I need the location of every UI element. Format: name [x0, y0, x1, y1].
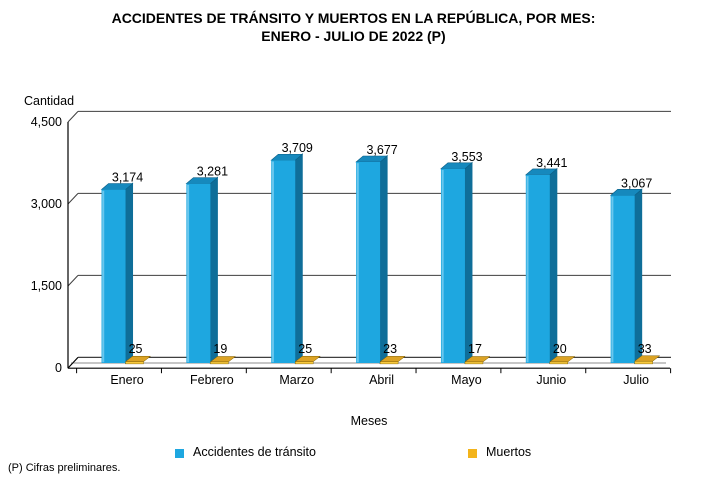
- value-label-accidentes-febrero: 3,281: [197, 165, 228, 179]
- bar-accidentes-side-enero: [125, 182, 134, 365]
- bar-muertos-abril: [379, 361, 399, 365]
- y-tick-label-0: 0: [55, 361, 62, 375]
- value-label-muertos-febrero: 19: [213, 342, 227, 356]
- bar-accidentes-side-mayo: [464, 161, 473, 365]
- x-tick-label-enero: Enero: [110, 373, 143, 387]
- value-label-muertos-enero: 25: [129, 342, 143, 356]
- y-tick-label-1500: 1,500: [31, 279, 62, 293]
- x-tick-label-julio: Julio: [623, 373, 649, 387]
- y-axis-title: Cantidad: [24, 94, 75, 108]
- chart-title-line2: ENERO - JULIO DE 2022 (P): [261, 28, 446, 44]
- x-axis-title: Meses: [350, 414, 388, 428]
- bar-accidentes-highlight-mayo: [441, 169, 444, 363]
- bar-accidentes-side-abril: [379, 154, 388, 365]
- bar-muertos-marzo: [295, 361, 314, 365]
- bar-accidentes-mayo: [440, 168, 465, 363]
- bar-accidentes-side-febrero: [209, 176, 218, 365]
- x-tick-label-abril: Abril: [369, 373, 394, 387]
- bar-accidentes-enero: [101, 189, 126, 363]
- y-tick-label-3000: 3,000: [31, 197, 62, 211]
- value-label-muertos-marzo: 25: [298, 342, 312, 356]
- bar-accidentes-abril: [356, 161, 381, 363]
- value-label-muertos-abril: 23: [383, 342, 397, 356]
- bar-accidentes-febrero: [186, 183, 211, 363]
- chart-title-line1: ACCIDENTES DE TRÁNSITO Y MUERTOS EN LA R…: [111, 10, 596, 26]
- gridline-connector-1500: [67, 275, 79, 287]
- gridline-connector-3000: [67, 193, 79, 205]
- y-tick-label-4500: 4,500: [31, 115, 62, 129]
- x-tick-label-mayo: Mayo: [451, 373, 482, 387]
- bar-accidentes-highlight-abril: [356, 163, 359, 363]
- bar-accidentes-highlight-marzo: [271, 161, 274, 363]
- gridline-connector-4500: [67, 111, 79, 123]
- value-label-muertos-mayo: 17: [468, 342, 482, 356]
- legend-swatch-accidentes: [175, 449, 184, 458]
- bar-accidentes-highlight-enero: [102, 190, 105, 363]
- bar-muertos-junio: [549, 361, 569, 365]
- value-label-accidentes-julio: 3,067: [621, 176, 652, 190]
- bar-muertos-enero: [125, 361, 144, 365]
- bar-accidentes-marzo: [271, 160, 296, 363]
- bar-accidentes-highlight-julio: [611, 196, 614, 363]
- bar-accidentes-julio: [610, 195, 635, 363]
- x-tick-label-marzo: Marzo: [279, 373, 314, 387]
- legend-label-accidentes: Accidentes de tránsito: [193, 445, 316, 459]
- bar-accidentes-side-marzo: [294, 153, 303, 365]
- value-label-muertos-julio: 33: [638, 342, 652, 356]
- bar-accidentes-highlight-febrero: [187, 184, 190, 363]
- bar-muertos-mayo: [464, 361, 484, 365]
- bar-muertos-julio: [634, 360, 653, 365]
- bar-accidentes-junio: [525, 174, 550, 363]
- value-label-muertos-junio: 20: [553, 342, 567, 356]
- chart-title: ACCIDENTES DE TRÁNSITO Y MUERTOS EN LA R…: [0, 9, 707, 45]
- bar-accidentes-side-junio: [549, 167, 558, 365]
- x-tick-label-febrero: Febrero: [190, 373, 234, 387]
- floor-corner-diagonal: [67, 357, 79, 369]
- value-label-accidentes-mayo: 3,553: [451, 150, 482, 164]
- bar-accidentes-side-julio: [634, 188, 643, 365]
- x-tick-label-junio: Junio: [536, 373, 566, 387]
- bar-muertos-febrero: [210, 361, 229, 365]
- value-label-accidentes-marzo: 3,709: [282, 141, 313, 155]
- legend-label-muertos: Muertos: [486, 445, 532, 459]
- footnote: (P) Cifras preliminares.: [8, 462, 121, 474]
- legend-swatch-muertos: [468, 449, 477, 458]
- value-label-accidentes-abril: 3,677: [366, 143, 397, 157]
- value-label-accidentes-junio: 3,441: [536, 156, 567, 170]
- bar-accidentes-highlight-junio: [526, 176, 529, 363]
- value-label-accidentes-enero: 3,174: [112, 170, 143, 184]
